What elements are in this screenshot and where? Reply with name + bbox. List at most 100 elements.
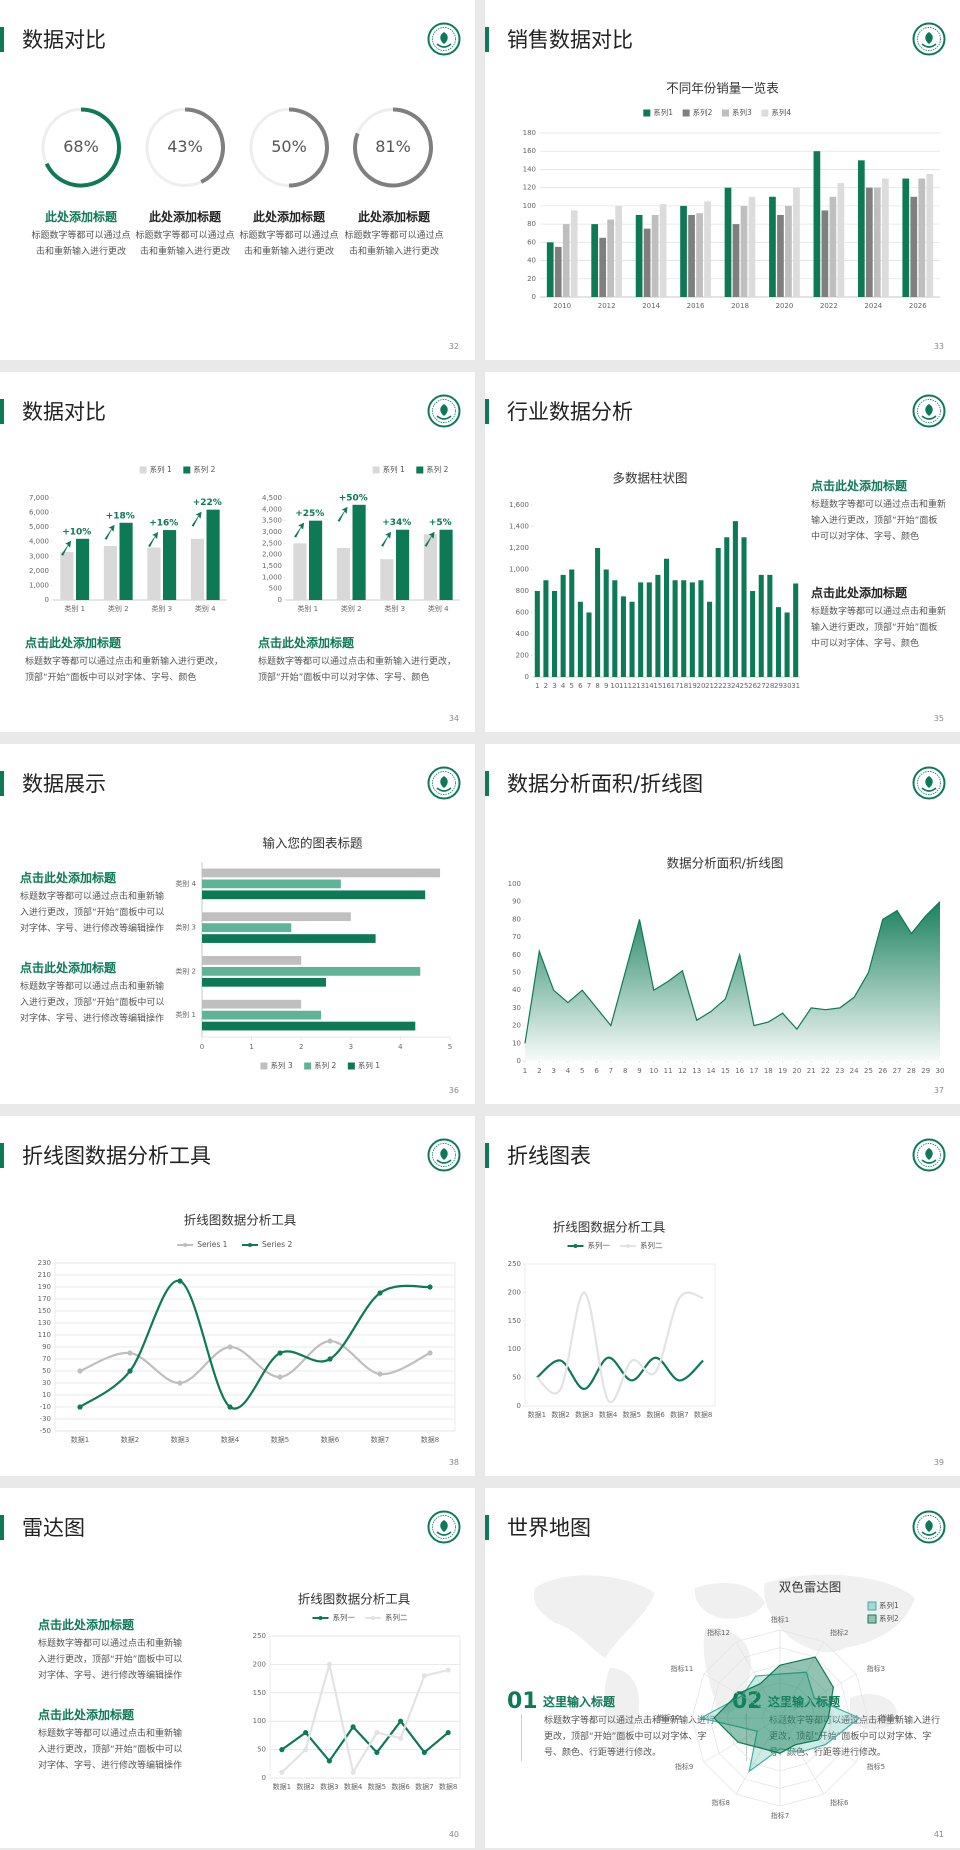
logo-leaf	[440, 1520, 448, 1532]
y-tick-label: 400	[516, 630, 529, 638]
y-tick-label: 190	[38, 1283, 51, 1291]
point	[227, 1404, 233, 1410]
y-tick-label: 0	[278, 596, 282, 604]
y-tick-label: 0	[532, 293, 536, 301]
x-tick-label: 2020	[776, 302, 794, 310]
bar	[638, 582, 644, 677]
radar-area	[713, 1656, 834, 1754]
y-tick-label: 20	[527, 275, 536, 283]
logo-inner	[432, 27, 456, 51]
slide-title: 折线图表	[507, 1144, 591, 1168]
page-number: 38	[448, 1458, 459, 1467]
axis-label: 指标2	[830, 1628, 848, 1637]
plot-frame	[269, 1635, 461, 1779]
logo	[912, 766, 946, 800]
annotation-arrow	[148, 532, 159, 548]
point	[279, 1747, 285, 1753]
chart-title: 输入您的图表标题	[262, 836, 363, 851]
x-tick-label: 24	[850, 1067, 859, 1075]
bar	[698, 580, 704, 677]
bar	[202, 934, 376, 943]
x-tick-label: 数据6	[321, 1435, 340, 1444]
bar	[646, 582, 652, 677]
point	[350, 1724, 356, 1730]
bar	[352, 504, 366, 600]
y-tick-label: 1,400	[509, 523, 529, 531]
point	[303, 1747, 309, 1753]
x-tick-label: 13	[692, 1067, 701, 1075]
logo-base	[436, 1531, 452, 1536]
y-tick-label: 70	[512, 933, 521, 941]
bar	[732, 224, 740, 297]
logo-ring	[912, 1510, 946, 1544]
point	[327, 1338, 333, 1344]
point	[398, 1718, 404, 1724]
bar	[396, 529, 410, 600]
x-tick-label: 类别 2	[108, 604, 129, 613]
annotation: +18%	[106, 511, 135, 521]
y-tick-label: 100	[508, 1345, 521, 1353]
x-tick-label: 数据7	[415, 1782, 433, 1791]
bar	[543, 580, 549, 677]
x-tick-label: 3	[349, 1043, 353, 1051]
series-line	[79, 1279, 431, 1410]
bar	[785, 205, 792, 297]
bar	[873, 187, 881, 297]
logo-base	[921, 1531, 937, 1536]
logo-base	[921, 1159, 937, 1164]
block-heading: 此处添加标题	[44, 210, 117, 224]
annotation: +5%	[429, 518, 452, 528]
x-tick-label: 4	[561, 682, 566, 690]
title-accent	[485, 771, 489, 796]
bar	[202, 956, 302, 965]
x-tick-label: 数据7	[670, 1410, 688, 1419]
title-accent	[0, 399, 4, 424]
x-tick-label: 20	[696, 682, 705, 690]
bar	[620, 596, 626, 677]
bar	[202, 890, 426, 900]
plot-frame	[524, 1263, 716, 1407]
chart: 折线图数据分析工具 Series 1 Series 2 -50 -30 -10 10 30 50…	[38, 1213, 456, 1444]
bar	[202, 977, 326, 987]
bar	[202, 1021, 416, 1031]
x-tick-label: 数据8	[439, 1782, 457, 1791]
x-tick-label: 19	[688, 682, 697, 690]
axis-label: 指标1	[771, 1615, 789, 1624]
slide-title: 数据展示	[22, 772, 106, 796]
slide: 数据对比 32 此处添加标题 标题数字等都可以通过点击和重新输入进行更改 此处添加标题标…	[0, 0, 475, 360]
y-tick-label: 0	[262, 1774, 266, 1782]
x-tick-label: 21	[705, 682, 714, 690]
block-text: 标题数字等都可以通过点击和重新输入进行更改	[135, 231, 235, 257]
legend-label: 系列1	[653, 107, 673, 117]
point	[326, 1758, 332, 1764]
bar	[857, 160, 865, 297]
slide-title: 数据对比	[22, 400, 106, 424]
y-tick-label: 50	[257, 1746, 266, 1754]
annotation-arrow	[104, 524, 115, 540]
ring-value	[184, 107, 225, 184]
radar-spoke	[735, 1641, 781, 1719]
bar	[612, 580, 618, 677]
bar	[865, 187, 873, 297]
logo	[912, 394, 946, 428]
x-tick-label: 2018	[731, 302, 749, 310]
slide: 雷达图 40 点击此处添加标题 标题数字等都可以通过点击和重新输入进行更改，顶部“开始…	[0, 1488, 475, 1848]
x-tick-label: 类别 1	[297, 604, 318, 613]
chart: 多数据柱状图 0 200 400 600 800 1,000 1,200 1,400 1,600 1…	[509, 471, 800, 691]
legend-label: 系列2	[693, 107, 713, 117]
text-block: 点击此处添加标题 标题数字等都可以通过点击和重新输入进行更改，顶部“开始”面板中可…	[20, 869, 165, 937]
continent	[764, 1574, 915, 1653]
y-tick-label: 4,500	[262, 494, 282, 502]
y-tick-label: 200	[508, 1288, 521, 1296]
text-block: 此处添加标题 标题数字等都可以通过点击和重新输入进行更改	[344, 208, 444, 261]
slide-title: 雷达图	[22, 1516, 85, 1540]
y-tick-label: 100	[523, 202, 536, 210]
y-tick-label: 2,500	[262, 539, 282, 547]
x-tick-label: 20	[792, 1067, 801, 1075]
bar	[586, 612, 592, 677]
bar	[202, 999, 302, 1009]
annotation: +16%	[149, 519, 178, 529]
bar	[659, 204, 667, 297]
